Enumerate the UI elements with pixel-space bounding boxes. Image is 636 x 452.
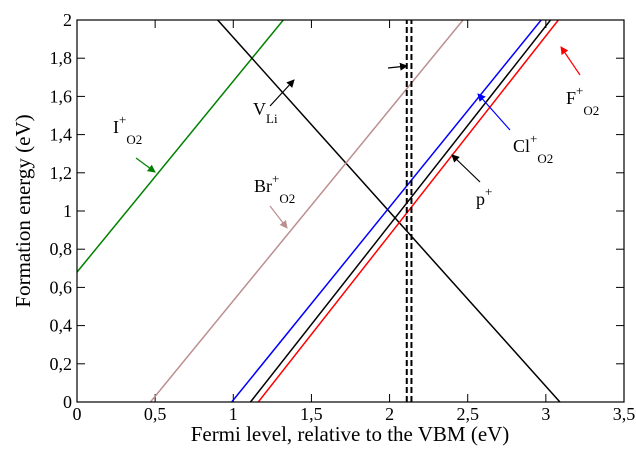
annotation: Br+O2 — [254, 171, 295, 206]
annotation-text: Br — [254, 176, 272, 196]
y-axis-title: Formation energy (eV) — [11, 114, 35, 307]
y-tick-label: 1,2 — [50, 163, 73, 183]
series-line — [77, 20, 284, 273]
annotation-text: F — [566, 88, 576, 108]
annotation-sup: + — [119, 112, 126, 127]
annotation-text: V — [253, 99, 266, 119]
x-tick-label: 0,5 — [144, 404, 167, 424]
x-tick-label: 1,5 — [300, 404, 323, 424]
annotation: I+O2 — [113, 112, 142, 147]
series-line — [257, 20, 559, 402]
series-line — [249, 20, 552, 402]
y-tick-label: 1,4 — [50, 125, 73, 145]
y-tick-label: 0,4 — [50, 316, 73, 336]
arrow — [560, 46, 581, 76]
series-line — [217, 20, 561, 402]
annotation-sub: O2 — [583, 103, 599, 118]
arrow — [387, 62, 408, 71]
series-line — [231, 20, 542, 402]
x-tick-label: 2,5 — [456, 404, 479, 424]
arrow — [269, 205, 288, 229]
arrow — [477, 93, 511, 131]
plot-frame — [76, 19, 625, 403]
y-tick-label: 0,6 — [50, 277, 73, 297]
y-tick-label: 0,2 — [50, 354, 73, 374]
y-tick-label: 1 — [63, 201, 72, 221]
series-line — [149, 20, 464, 402]
annotation-sub: O2 — [279, 191, 295, 206]
arrow — [269, 79, 295, 107]
annotation: p+ — [476, 184, 492, 209]
arrow — [451, 154, 481, 183]
annotation-sub: O2 — [126, 132, 142, 147]
x-tick-label: 0 — [73, 404, 82, 424]
annotation-sub: O2 — [537, 151, 553, 166]
annotation-sup: + — [485, 184, 492, 199]
arrow — [135, 157, 156, 173]
y-tick-label: 0 — [63, 392, 72, 412]
y-tick-label: 2 — [63, 10, 72, 30]
x-tick-label: 3,5 — [613, 404, 636, 424]
annotation-text: I — [113, 117, 119, 137]
annotation: Cl+O2 — [513, 131, 553, 166]
annotation: F+O2 — [566, 83, 599, 118]
y-tick-label: 0,8 — [50, 239, 73, 259]
x-tick-label: 1 — [229, 404, 238, 424]
y-tick-label: 1,8 — [50, 48, 73, 68]
annotation-sup: + — [576, 83, 583, 98]
annotation-sup: + — [272, 171, 279, 186]
y-tick-label: 1,6 — [50, 86, 73, 106]
x-tick-label: 2 — [385, 404, 394, 424]
annotation: VLi — [253, 99, 278, 126]
annotation-sub: Li — [266, 111, 278, 126]
x-axis-title: Fermi level, relative to the VBM (eV) — [191, 422, 510, 446]
annotation-text: Cl — [513, 136, 530, 156]
x-tick-label: 3 — [541, 404, 550, 424]
annotation-text: p — [476, 189, 485, 209]
annotation-sup: + — [530, 131, 537, 146]
